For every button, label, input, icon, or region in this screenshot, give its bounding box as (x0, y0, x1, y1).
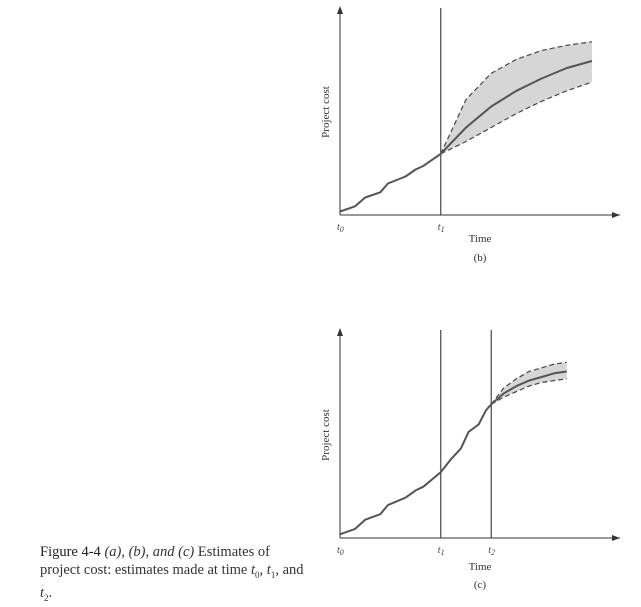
chart-c: t0 t1 t2 Time (c) Project cost (320, 328, 620, 591)
estimate-lower-bound (440, 81, 593, 155)
x-tick-label-1: t1 (438, 222, 445, 234)
panel-label: (b) (474, 252, 487, 264)
x-axis-label: Time (469, 561, 492, 573)
caption-part-0: (a), (b), and (c) (104, 544, 195, 560)
x-tick-label-1: t1 (438, 545, 445, 557)
caption-part-10: . (48, 584, 53, 601)
x-tick-label-0: t0 (337, 545, 344, 557)
y-axis-arrow (337, 328, 343, 336)
caption-part-3: 0 (255, 569, 260, 580)
x-tick-label-0: t0 (337, 222, 344, 234)
x-axis-label: Time (469, 233, 492, 245)
actual-cost-line (339, 152, 442, 213)
caption-part-1: Estimates of project cost: estimates mad… (40, 544, 270, 578)
y-axis-label: Project cost (320, 409, 332, 461)
estimate-cost-line (440, 60, 593, 155)
estimate-range-band (440, 41, 592, 154)
estimate-upper-bound (490, 361, 567, 405)
y-axis-label: Project cost (320, 86, 332, 138)
caption-part-2: t (251, 562, 256, 578)
estimate-lower-bound (490, 378, 567, 405)
estimate-upper-bound (440, 41, 593, 155)
figure-caption: Figure 4-4 (a), (b), and (c) Estimates o… (40, 543, 310, 607)
caption-part-8: t (40, 584, 45, 601)
caption-part-4: , (259, 562, 267, 578)
panel-label: (c) (474, 579, 487, 591)
figure-number: Figure 4-4 (40, 544, 101, 560)
y-axis-arrow (337, 6, 343, 14)
estimate-cost-line (490, 370, 567, 406)
estimate-range-band (491, 362, 567, 405)
x-axis-arrow (612, 535, 620, 541)
actual-cost-line (339, 403, 492, 536)
caption-part-7: , and (275, 562, 304, 578)
x-axis-arrow (612, 212, 620, 218)
chart-b: t0 t1 Time (b) Project cost (320, 6, 620, 264)
caption-text: (a), (b), and (c) Estimates of project c… (40, 544, 304, 603)
caption-part-5: t (266, 562, 271, 578)
caption-part-9: 2 (44, 592, 49, 603)
x-tick-label-2: t2 (488, 545, 495, 557)
caption-part-6: 1 (270, 569, 276, 580)
